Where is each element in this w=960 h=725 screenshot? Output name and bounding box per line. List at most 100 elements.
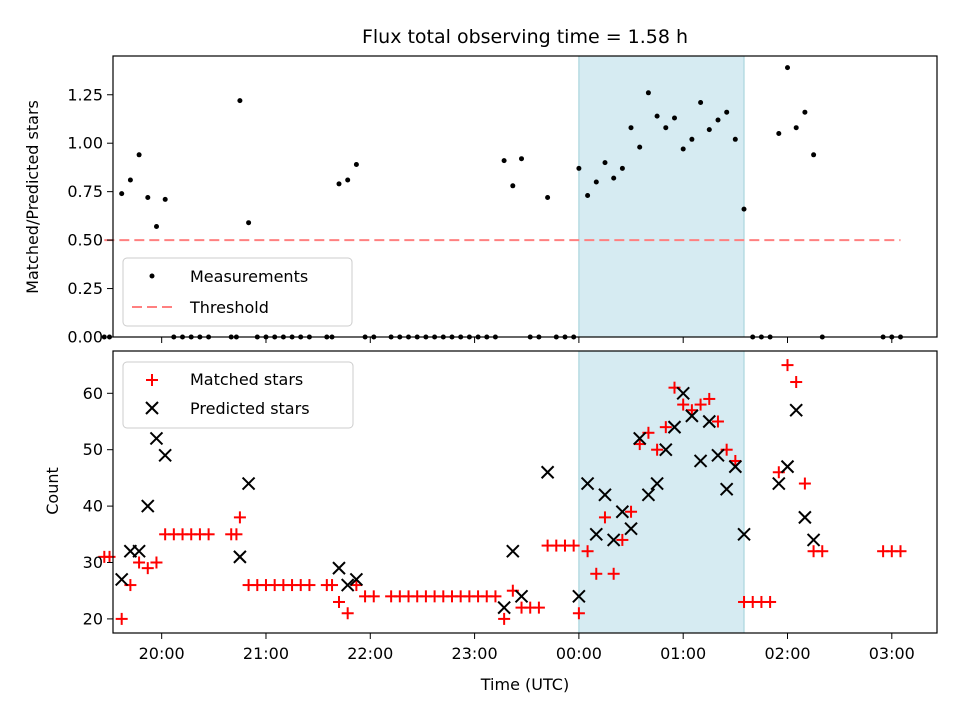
measurement-point bbox=[793, 125, 799, 131]
measurement-point bbox=[689, 136, 695, 142]
matched-star-marker bbox=[694, 398, 707, 411]
bottom-x-ticks: 20:00 21:00 22:00 23:00 00:00 01:00 02:00 03:00 bbox=[139, 633, 915, 663]
measurement-point bbox=[519, 156, 524, 162]
predicted-star-marker bbox=[728, 459, 743, 474]
matched-star-marker bbox=[607, 567, 620, 580]
bottom-y-tick-label: 30 bbox=[83, 553, 103, 572]
measurement-point bbox=[145, 195, 151, 200]
legend-matched-marker bbox=[146, 374, 158, 386]
matched-star-marker bbox=[729, 454, 742, 467]
predicted-star-marker bbox=[332, 561, 346, 575]
measurement-point bbox=[127, 177, 133, 183]
predicted-star-marker bbox=[349, 572, 364, 587]
predicted-star-marker bbox=[659, 442, 673, 457]
measurement-point bbox=[715, 117, 721, 123]
predicted-star-marker bbox=[241, 476, 256, 491]
bottom-y-tick-label: 50 bbox=[83, 440, 103, 459]
measurement-point bbox=[336, 181, 342, 187]
predicted-star-marker bbox=[676, 386, 690, 401]
predicted-star-marker bbox=[340, 578, 355, 592]
predicted-star-marker bbox=[719, 482, 734, 496]
measurement-point bbox=[353, 162, 359, 167]
measurement-point bbox=[645, 90, 651, 96]
matched-star-marker bbox=[572, 607, 585, 620]
measurement-point bbox=[706, 127, 712, 133]
matched-star-marker bbox=[230, 528, 243, 541]
predicted-star-marker bbox=[540, 465, 555, 479]
predicted-star-marker bbox=[497, 600, 511, 615]
measurement-point bbox=[593, 179, 599, 185]
measurement-point bbox=[776, 131, 782, 136]
matched-star-marker bbox=[651, 443, 664, 456]
matched-star-marker bbox=[798, 477, 811, 490]
measurement-point bbox=[237, 98, 243, 104]
measurement-point bbox=[811, 152, 817, 158]
predicted-star-marker bbox=[149, 431, 164, 446]
measurement-point bbox=[501, 158, 507, 164]
x-tick-label: 02:00 bbox=[764, 644, 810, 663]
measurement-point bbox=[619, 165, 625, 171]
legend-matched-label: Matched stars bbox=[190, 370, 303, 389]
matched-star-marker bbox=[598, 511, 611, 524]
x-tick-label: 23:00 bbox=[452, 644, 498, 663]
matched-stars-points bbox=[98, 359, 907, 625]
measurement-point bbox=[119, 191, 125, 197]
predicted-star-marker bbox=[589, 527, 603, 542]
top-y-axis-label: Matched/Predicted stars bbox=[23, 100, 42, 294]
measurement-point bbox=[680, 146, 686, 152]
matched-star-marker bbox=[367, 590, 380, 603]
predicted-star-marker bbox=[141, 499, 155, 513]
measurement-point bbox=[724, 109, 730, 115]
top-y-tick-label: 1.25 bbox=[67, 85, 103, 104]
predicted-star-marker bbox=[624, 521, 638, 536]
predicted-star-marker bbox=[737, 527, 751, 542]
bottom-y-ticks: 20 30 40 50 60 bbox=[83, 384, 113, 628]
matched-star-marker bbox=[633, 438, 646, 451]
predicted-star-marker bbox=[685, 409, 699, 423]
matched-star-marker bbox=[115, 612, 128, 625]
measurement-point bbox=[602, 160, 608, 166]
matched-star-marker bbox=[202, 528, 215, 541]
measurement-point bbox=[637, 144, 643, 150]
x-tick-label: 01:00 bbox=[660, 644, 706, 663]
measurement-point bbox=[162, 196, 168, 202]
measurement-point bbox=[732, 136, 738, 142]
matched-star-marker bbox=[332, 595, 345, 608]
top-y-tick-label: 0.50 bbox=[67, 231, 103, 250]
predicted-star-marker bbox=[598, 488, 612, 502]
measurement-point bbox=[663, 125, 669, 131]
bottom-y-tick-label: 40 bbox=[83, 497, 103, 516]
predicted-star-marker bbox=[132, 544, 146, 558]
measurement-point bbox=[136, 152, 142, 158]
matched-star-marker bbox=[532, 601, 545, 614]
bottom-y-axis-label: Count bbox=[43, 467, 62, 515]
predicted-star-marker bbox=[506, 544, 520, 558]
predicted-star-marker bbox=[114, 572, 129, 587]
matched-star-marker bbox=[625, 505, 638, 518]
x-tick-label: 22:00 bbox=[347, 644, 393, 663]
predicted-star-marker bbox=[806, 533, 821, 547]
legend-predicted-marker bbox=[145, 401, 159, 415]
matched-star-marker bbox=[894, 545, 907, 558]
matched-star-marker bbox=[790, 376, 803, 389]
matched-star-marker bbox=[703, 392, 716, 405]
predicted-star-marker bbox=[572, 589, 586, 604]
legend-predicted-label: Predicted stars bbox=[190, 399, 310, 418]
matched-star-marker bbox=[567, 539, 580, 552]
predicted-star-marker bbox=[158, 448, 172, 463]
measurement-point bbox=[246, 220, 252, 226]
top-y-tick-label: 0.00 bbox=[67, 328, 103, 347]
measurement-point bbox=[510, 183, 516, 189]
matched-star-marker bbox=[341, 607, 354, 620]
top-y-tick-label: 0.75 bbox=[67, 182, 103, 201]
predicted-star-marker bbox=[580, 476, 595, 491]
matched-star-marker bbox=[711, 415, 724, 428]
measurement-point bbox=[101, 334, 107, 340]
predicted-star-marker bbox=[633, 431, 647, 446]
matched-star-marker bbox=[141, 562, 154, 575]
bottom-y-tick-label: 60 bbox=[83, 384, 103, 403]
matched-star-marker bbox=[103, 550, 116, 563]
x-tick-label: 21:00 bbox=[243, 644, 289, 663]
